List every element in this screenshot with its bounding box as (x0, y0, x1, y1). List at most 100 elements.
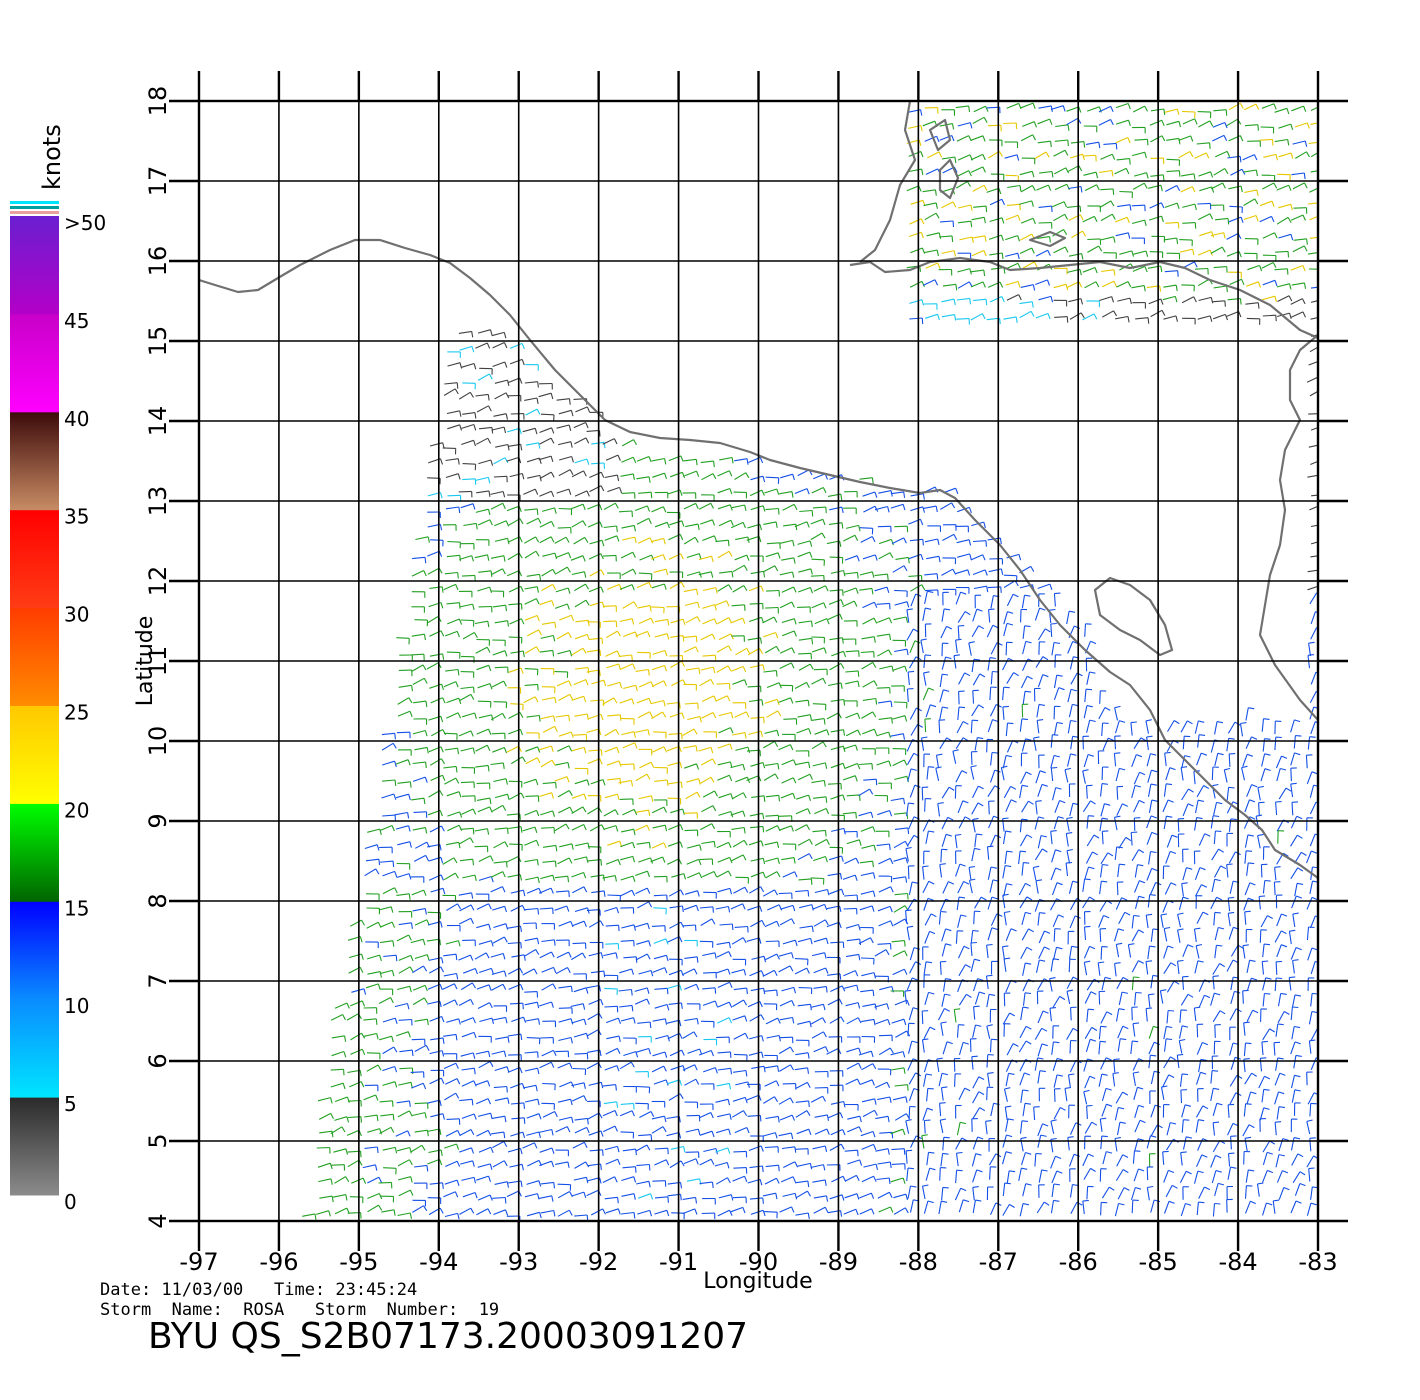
wind-barb-feather (822, 677, 827, 684)
wind-barb (620, 855, 634, 861)
wind-barb (526, 629, 539, 637)
wind-barb (926, 555, 940, 560)
wind-barb (684, 702, 698, 705)
wind-barb (972, 540, 987, 543)
wind-barb-feather (439, 939, 442, 946)
wind-barb (798, 586, 811, 593)
wind-barb (1194, 152, 1207, 159)
wind-barb (1182, 867, 1187, 881)
wind-barb (829, 637, 843, 641)
wind-barb (987, 866, 992, 880)
wind-barb (909, 947, 915, 961)
wind-barb (764, 953, 778, 961)
wind-barb-feather (408, 893, 411, 900)
wind-barb-feather (1124, 911, 1131, 916)
wind-barb (1068, 298, 1082, 303)
wind-barb (1050, 755, 1055, 769)
wind-barb (458, 730, 472, 737)
wind-barb (1020, 676, 1028, 689)
wind-barb (365, 858, 379, 862)
wind-barb-feather (1280, 992, 1287, 995)
colorbar-band (10, 313, 59, 413)
wind-barb-feather (1052, 734, 1059, 736)
wind-barb-feather (1049, 1007, 1056, 1009)
wind-barb-feather (1056, 1074, 1063, 1077)
wind-barb-feather (1030, 311, 1035, 317)
wind-barb (1150, 928, 1154, 942)
wind-barb-feather (822, 519, 826, 526)
wind-barb (571, 695, 584, 701)
wind-barb (586, 669, 600, 673)
wind-barb (892, 950, 905, 957)
wind-barb-feather (937, 802, 944, 805)
wind-barb (892, 715, 906, 720)
wind-barb (1067, 1074, 1071, 1088)
wind-barb (1002, 706, 1005, 720)
wind-barb-feather (633, 809, 638, 816)
wind-barb (1114, 707, 1119, 721)
wind-barb (858, 788, 870, 797)
wind-barb (426, 616, 439, 624)
wind-barb-feather (854, 874, 858, 881)
wind-barb-feather (520, 826, 523, 833)
wind-barb-feather (441, 825, 445, 832)
wind-barb-feather (1066, 989, 1074, 992)
wind-barb-feather (807, 808, 811, 815)
wind-barb-feather (1017, 215, 1021, 221)
wind-barb (1181, 976, 1185, 990)
wind-barb-feather (488, 665, 492, 672)
wind-barb-feather (824, 952, 827, 959)
wind-barb (1053, 687, 1060, 700)
wind-barb-feather (839, 540, 842, 548)
wind-barb-feather (840, 599, 844, 606)
wind-barb-feather (455, 954, 458, 961)
wind-barb (925, 830, 929, 844)
wind-barb (1292, 140, 1306, 145)
wind-barb-feather (1089, 1075, 1096, 1080)
wind-barb (1066, 850, 1071, 864)
wind-barb-feather (1181, 766, 1188, 769)
wind-barb (542, 1082, 556, 1085)
wind-barb-feather (889, 906, 893, 913)
wind-barb (937, 803, 941, 817)
wind-barb-feather (693, 728, 698, 735)
wind-barb-feather (566, 603, 570, 610)
colorbar-bands (10, 216, 59, 1196)
wind-barb (778, 697, 791, 703)
wind-barb (571, 793, 585, 799)
wind-barb (571, 746, 585, 752)
wind-barb-feather (1088, 815, 1095, 817)
wind-barb-feather (601, 638, 604, 645)
wind-barb-feather (633, 829, 636, 836)
wind-barb-feather (440, 746, 444, 753)
wind-barb-feather (426, 747, 429, 754)
wind-barb (382, 814, 396, 817)
wind-barb (556, 398, 570, 401)
wind-barb (734, 554, 747, 561)
wind-barb (396, 934, 409, 942)
wind-barb (558, 409, 572, 415)
wind-barb-feather (536, 508, 539, 515)
wind-barb (1084, 689, 1087, 703)
wind-barb-feather (1129, 204, 1132, 211)
wind-barb (651, 680, 665, 687)
wind-barb (813, 986, 827, 989)
wind-barb (906, 835, 915, 847)
wind-barb-feather (839, 905, 842, 913)
wind-barb (1261, 961, 1265, 975)
wind-barb-feather (535, 550, 540, 557)
wind-barb-feather (937, 262, 941, 269)
wind-barb (475, 342, 488, 349)
wind-barb-feather (422, 939, 426, 946)
wind-barb (942, 881, 949, 894)
wind-barb (1288, 977, 1292, 991)
wind-barb (605, 630, 618, 639)
wind-barb-feather (1055, 867, 1062, 871)
wind-barb (378, 997, 391, 1004)
wind-barb-feather (1088, 866, 1095, 870)
wind-barb (1198, 296, 1212, 302)
wind-barb (525, 757, 538, 765)
wind-barb-feather (842, 794, 846, 801)
wind-barb (1211, 848, 1220, 861)
wind-barb (1134, 864, 1138, 878)
